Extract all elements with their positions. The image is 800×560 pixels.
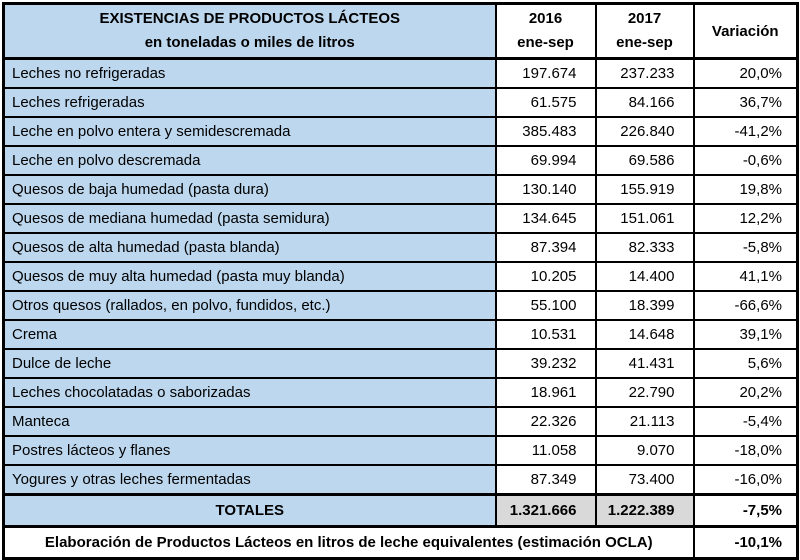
value-2016-cell: 130.140 [494, 174, 597, 205]
col-header-2017: 2017 ene-sep [594, 2, 695, 60]
product-cell: Leches chocolatadas o saborizadas [2, 377, 497, 408]
product-cell: Quesos de muy alta humedad (pasta muy bl… [2, 261, 497, 292]
value-2017-cell: 82.333 [594, 232, 695, 263]
footer-label: Elaboración de Productos Lácteos en litr… [2, 525, 695, 560]
table-row: Quesos de mediana humedad (pasta semidur… [2, 203, 799, 234]
product-cell: Dulce de leche [2, 348, 497, 379]
value-2016-cell: 69.994 [494, 145, 597, 176]
product-cell: Leche en polvo entera y semidescremada [2, 116, 497, 147]
table-row: Yogures y otras leches fermentadas 87.34… [2, 464, 799, 496]
variation-cell: -16,0% [692, 464, 799, 496]
variation-cell: 5,6% [692, 348, 799, 379]
footer-row: Elaboración de Productos Lácteos en litr… [2, 525, 799, 560]
variation-cell: -5,8% [692, 232, 799, 263]
table-row: Crema 10.531 14.648 39,1% [2, 319, 799, 350]
header-row: EXISTENCIAS DE PRODUCTOS LÁCTEOS en tone… [2, 2, 799, 60]
value-2016-cell: 134.645 [494, 203, 597, 234]
product-cell: Yogures y otras leches fermentadas [2, 464, 497, 496]
table-row: Leches refrigeradas 61.575 84.166 36,7% [2, 87, 799, 118]
totals-2016-cell: 1.321.666 [494, 493, 597, 528]
value-2016-cell: 385.483 [494, 116, 597, 147]
value-2017-cell: 69.586 [594, 145, 695, 176]
value-2016-cell: 11.058 [494, 435, 597, 466]
table-row: Quesos de muy alta humedad (pasta muy bl… [2, 261, 799, 292]
table-row: Dulce de leche 39.232 41.431 5,6% [2, 348, 799, 379]
table-row: Leches chocolatadas o saborizadas 18.961… [2, 377, 799, 408]
product-cell: Leche en polvo descremada [2, 145, 497, 176]
col-header-2017-period: ene-sep [616, 34, 673, 51]
variation-cell: 41,1% [692, 261, 799, 292]
value-2017-cell: 151.061 [594, 203, 695, 234]
variation-cell: 19,8% [692, 174, 799, 205]
value-2016-cell: 87.394 [494, 232, 597, 263]
col-header-variation: Variación [692, 2, 799, 60]
value-2016-cell: 61.575 [494, 87, 597, 118]
value-2016-cell: 197.674 [494, 57, 597, 89]
totals-row: TOTALES 1.321.666 1.222.389 -7,5% [2, 493, 799, 528]
product-cell: Quesos de baja humedad (pasta dura) [2, 174, 497, 205]
table-row: Manteca 22.326 21.113 -5,4% [2, 406, 799, 437]
product-cell: Leches refrigeradas [2, 87, 497, 118]
product-cell: Postres lácteos y flanes [2, 435, 497, 466]
product-cell: Quesos de alta humedad (pasta blanda) [2, 232, 497, 263]
value-2016-cell: 87.349 [494, 464, 597, 496]
variation-cell: -66,6% [692, 290, 799, 321]
col-header-2016: 2016 ene-sep [494, 2, 597, 60]
table-row: Postres lácteos y flanes 11.058 9.070 -1… [2, 435, 799, 466]
variation-cell: 20,2% [692, 377, 799, 408]
value-2017-cell: 18.399 [594, 290, 695, 321]
product-cell: Crema [2, 319, 497, 350]
variation-cell: -5,4% [692, 406, 799, 437]
table-title-line1: EXISTENCIAS DE PRODUCTOS LÁCTEOS [99, 10, 401, 27]
totals-label: TOTALES [2, 493, 497, 528]
value-2017-cell: 73.400 [594, 464, 695, 496]
totals-2017-cell: 1.222.389 [594, 493, 695, 528]
footer-variation-cell: -10,1% [692, 525, 799, 560]
variation-cell: 39,1% [692, 319, 799, 350]
value-2017-cell: 226.840 [594, 116, 695, 147]
value-2016-cell: 39.232 [494, 348, 597, 379]
value-2017-cell: 9.070 [594, 435, 695, 466]
value-2017-cell: 14.400 [594, 261, 695, 292]
value-2016-cell: 18.961 [494, 377, 597, 408]
value-2017-cell: 237.233 [594, 57, 695, 89]
product-cell: Otros quesos (rallados, en polvo, fundid… [2, 290, 497, 321]
value-2016-cell: 10.205 [494, 261, 597, 292]
value-2017-cell: 22.790 [594, 377, 695, 408]
variation-cell: -0,6% [692, 145, 799, 176]
value-2016-cell: 55.100 [494, 290, 597, 321]
table-row: Otros quesos (rallados, en polvo, fundid… [2, 290, 799, 321]
product-cell: Leches no refrigeradas [2, 57, 497, 89]
value-2016-cell: 10.531 [494, 319, 597, 350]
value-2017-cell: 155.919 [594, 174, 695, 205]
table-row: Leches no refrigeradas 197.674 237.233 2… [2, 57, 799, 89]
table-row: Quesos de alta humedad (pasta blanda) 87… [2, 232, 799, 263]
col-header-2016-year: 2016 [528, 10, 563, 27]
variation-cell: 12,2% [692, 203, 799, 234]
value-2017-cell: 21.113 [594, 406, 695, 437]
variation-cell: 36,7% [692, 87, 799, 118]
table-title: EXISTENCIAS DE PRODUCTOS LÁCTEOS en tone… [2, 2, 497, 60]
col-header-2016-period: ene-sep [517, 34, 574, 51]
value-2017-cell: 41.431 [594, 348, 695, 379]
variation-cell: -41,2% [692, 116, 799, 147]
value-2017-cell: 14.648 [594, 319, 695, 350]
product-cell: Manteca [2, 406, 497, 437]
value-2017-cell: 84.166 [594, 87, 695, 118]
totals-variation-cell: -7,5% [692, 493, 799, 528]
value-2016-cell: 22.326 [494, 406, 597, 437]
table-title-line2: en toneladas o miles de litros [144, 34, 355, 51]
table-row: Leche en polvo entera y semidescremada 3… [2, 116, 799, 147]
variation-cell: 20,0% [692, 57, 799, 89]
table-row: Leche en polvo descremada 69.994 69.586 … [2, 145, 799, 176]
product-cell: Quesos de mediana humedad (pasta semidur… [2, 203, 497, 234]
col-header-2017-year: 2017 [627, 10, 662, 27]
table-row: Quesos de baja humedad (pasta dura) 130.… [2, 174, 799, 205]
variation-cell: -18,0% [692, 435, 799, 466]
